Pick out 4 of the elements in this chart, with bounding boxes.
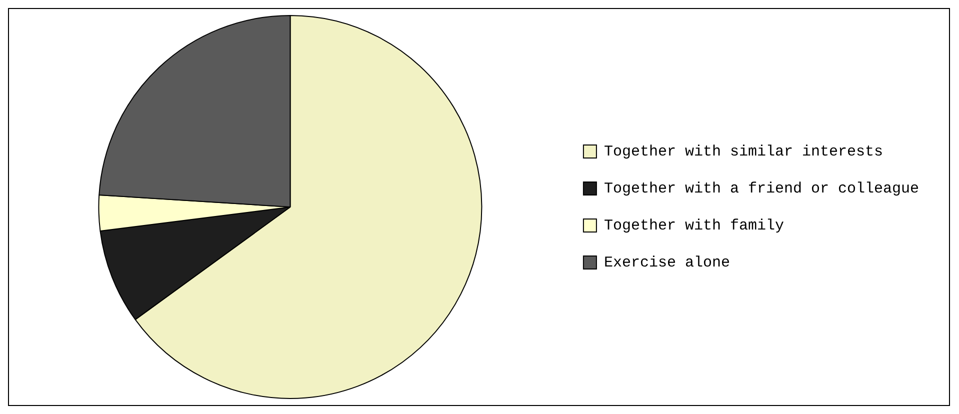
legend-label: Together with family xyxy=(604,217,784,234)
legend-label: Together with a friend or colleague xyxy=(604,180,920,198)
legend-label: Together with similar interests xyxy=(604,143,883,160)
legend-label: Exercise alone xyxy=(604,254,730,272)
